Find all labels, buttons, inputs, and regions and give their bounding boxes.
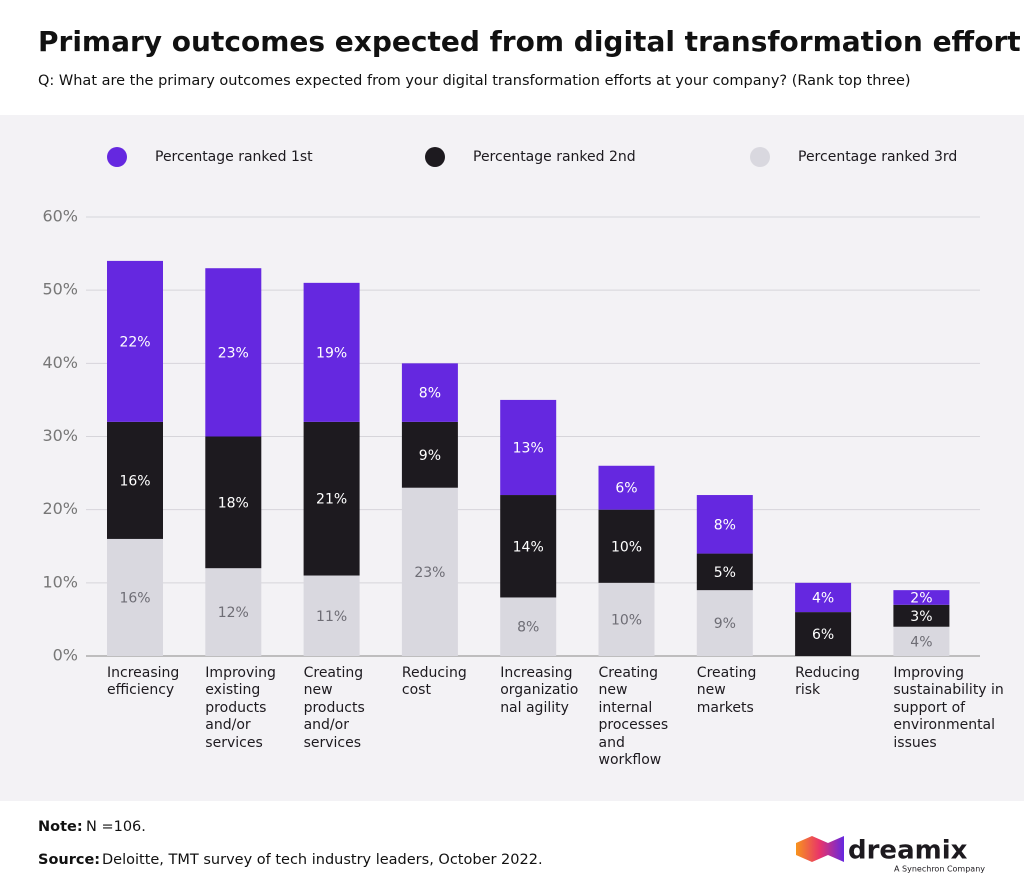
bar-segment [696,495,753,554]
bar-segment [893,590,950,605]
bar-segment [205,436,262,569]
value-label: 23% [414,565,445,581]
bar-segment [795,612,852,656]
bar-segment [598,509,655,583]
value-label: 9% [714,616,736,632]
bar-segment [303,575,360,656]
y-tick-label: 60% [42,207,78,226]
x-tick-label: Increasing efficiency [107,665,180,699]
x-tick-label: Creating new internal processes and work… [598,665,669,769]
value-label: 21% [316,492,347,508]
value-label: 8% [419,386,441,402]
value-label: 6% [615,481,637,497]
value-label: 11% [316,609,347,625]
y-tick-label: 40% [42,353,78,372]
bar-segment [696,553,753,591]
value-label: 19% [316,345,347,361]
value-label: 16% [119,473,150,489]
x-tick-label: Reducing risk [795,665,860,699]
bar-segment [303,282,360,422]
bar-segment [893,604,950,627]
value-label: 18% [218,495,249,511]
y-tick-label: 30% [42,426,78,445]
legend-swatch [750,147,770,167]
x-tick-label: Creating new products and/or services [303,665,365,751]
value-label: 10% [611,612,642,628]
value-label: 3% [910,609,932,625]
logo-name: dreamix [848,836,968,866]
bar-segment [401,363,458,422]
value-label: 14% [513,539,544,555]
x-tick-label: Increasing organizational agility [500,665,579,716]
y-tick-label: 0% [53,646,78,665]
bar-segment [795,582,852,613]
chart-subtitle: Q: What are the primary outcomes expecte… [38,73,911,89]
bar-segment [205,568,262,656]
x-tick-label: Improving existing products and/or servi… [205,665,276,751]
y-tick-label: 10% [42,572,78,591]
legend-label: Percentage ranked 2nd [473,149,636,165]
bar-segment [303,421,360,576]
bar-segment [107,260,163,422]
note-text: N =106. [86,819,146,835]
legend-label: Percentage ranked 1st [155,149,313,165]
value-label: 16% [119,590,150,606]
value-label: 12% [218,605,249,621]
chart-title: Primary outcomes expected from digital t… [38,25,1021,58]
legend-swatch [425,147,445,167]
value-label: 9% [419,448,441,464]
note-label: Note: [38,819,83,835]
value-label: 22% [119,334,150,350]
value-label: 4% [910,634,932,650]
legend-label: Percentage ranked 3rd [798,149,957,165]
value-label: 5% [714,565,736,581]
bar-segment [893,626,950,656]
y-tick-label: 20% [42,499,78,518]
bar-segment [500,597,557,656]
x-tick-label: Creating new markets [696,665,757,716]
x-tick-label: Improving sustainability in support of e… [893,665,1004,751]
legend-swatch [107,147,127,167]
bar-segment [696,590,753,656]
value-label: 8% [517,620,539,636]
value-label: 13% [513,440,544,456]
y-tick-label: 50% [42,280,78,299]
source-label: Source: [38,852,100,868]
bar-segment [598,582,655,656]
bar-segment [598,465,655,510]
logo-mark [796,836,844,862]
bar-segment [401,421,458,488]
bar-segment [107,421,163,539]
value-label: 2% [910,590,932,606]
bar-segment [205,268,262,437]
bar-segment [107,538,163,656]
bar-segment [500,495,557,598]
value-label: 8% [714,517,736,533]
bar-segment [401,487,458,656]
value-label: 6% [812,627,834,643]
value-label: 10% [611,539,642,555]
value-label: 23% [218,345,249,361]
logo-tagline: A Synechron Company [894,865,985,874]
value-label: 4% [812,590,834,606]
bar-segment [500,399,557,496]
source-text: Deloitte, TMT survey of tech industry le… [102,852,543,868]
x-tick-label: Reducing cost [401,665,467,699]
